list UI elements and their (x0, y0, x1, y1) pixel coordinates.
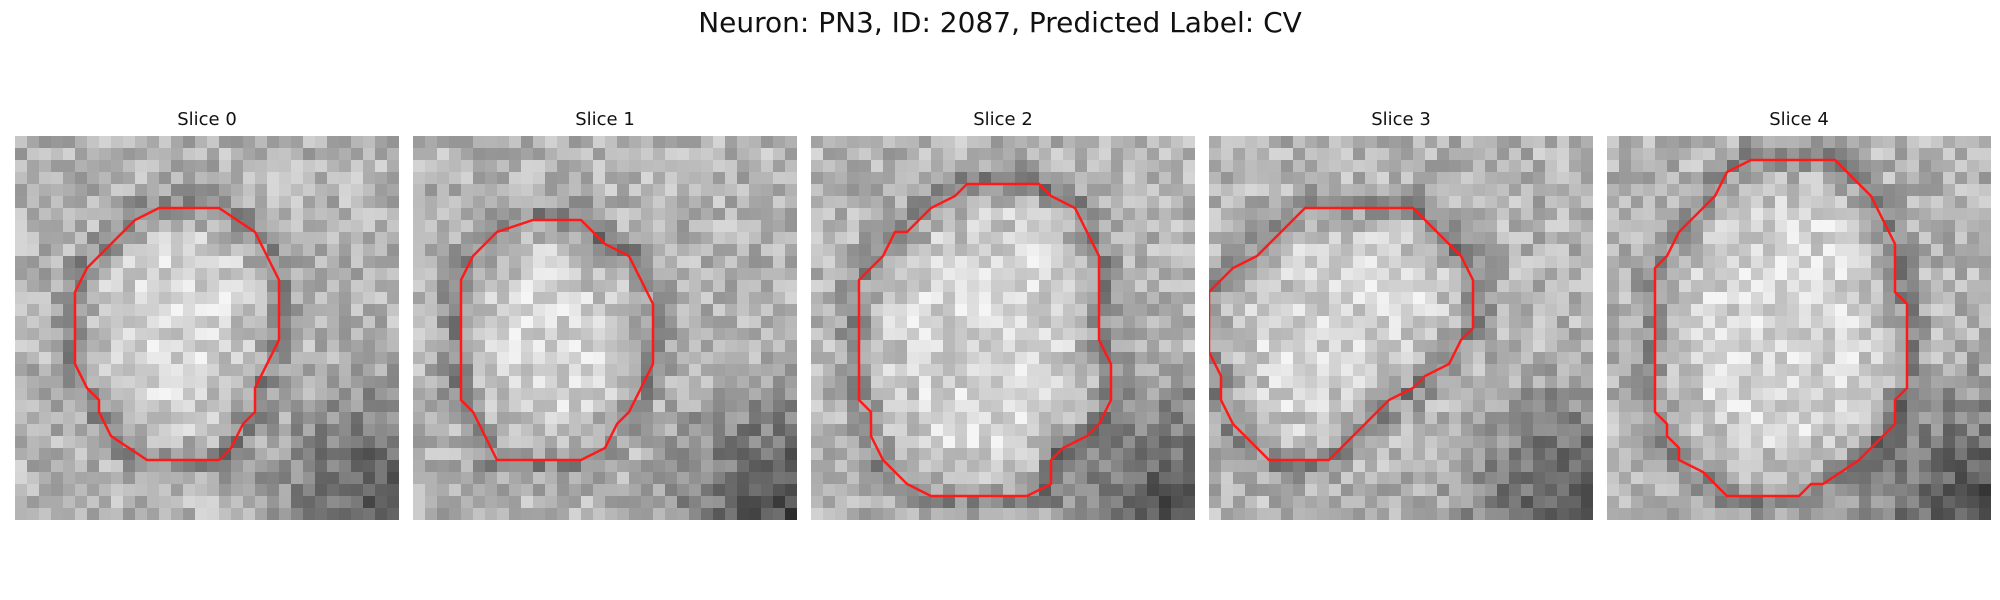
slice-panel-2: Slice 2 (811, 108, 1195, 520)
segmentation-contour (73, 206, 281, 462)
slice-title: Slice 2 (973, 109, 1033, 130)
slice-pixels (413, 136, 797, 520)
slice-image (1209, 136, 1593, 520)
slice-title: Slice 0 (177, 109, 237, 130)
slice-image (1607, 136, 1991, 520)
segmentation-contour (1653, 158, 1909, 498)
segmentation-contour (857, 182, 1113, 498)
slice-panel-3: Slice 3 (1209, 108, 1593, 520)
slice-image (811, 136, 1195, 520)
segmentation-contour (1209, 206, 1475, 462)
slice-pixels (1607, 136, 1991, 520)
segmentation-contour (459, 218, 655, 462)
slice-panel-0: Slice 0 (15, 108, 399, 520)
slice-title: Slice 1 (575, 109, 635, 130)
slice-panel-1: Slice 1 (413, 108, 797, 520)
slice-pixels (1209, 136, 1593, 520)
slice-title: Slice 3 (1371, 109, 1431, 130)
slice-pixels (15, 136, 399, 520)
figure-title: Neuron: PN3, ID: 2087, Predicted Label: … (698, 6, 1302, 39)
slice-pixels (811, 136, 1195, 520)
slice-title: Slice 4 (1769, 109, 1829, 130)
slice-image (413, 136, 797, 520)
slice-panel-4: Slice 4 (1607, 108, 1991, 520)
slice-image (15, 136, 399, 520)
